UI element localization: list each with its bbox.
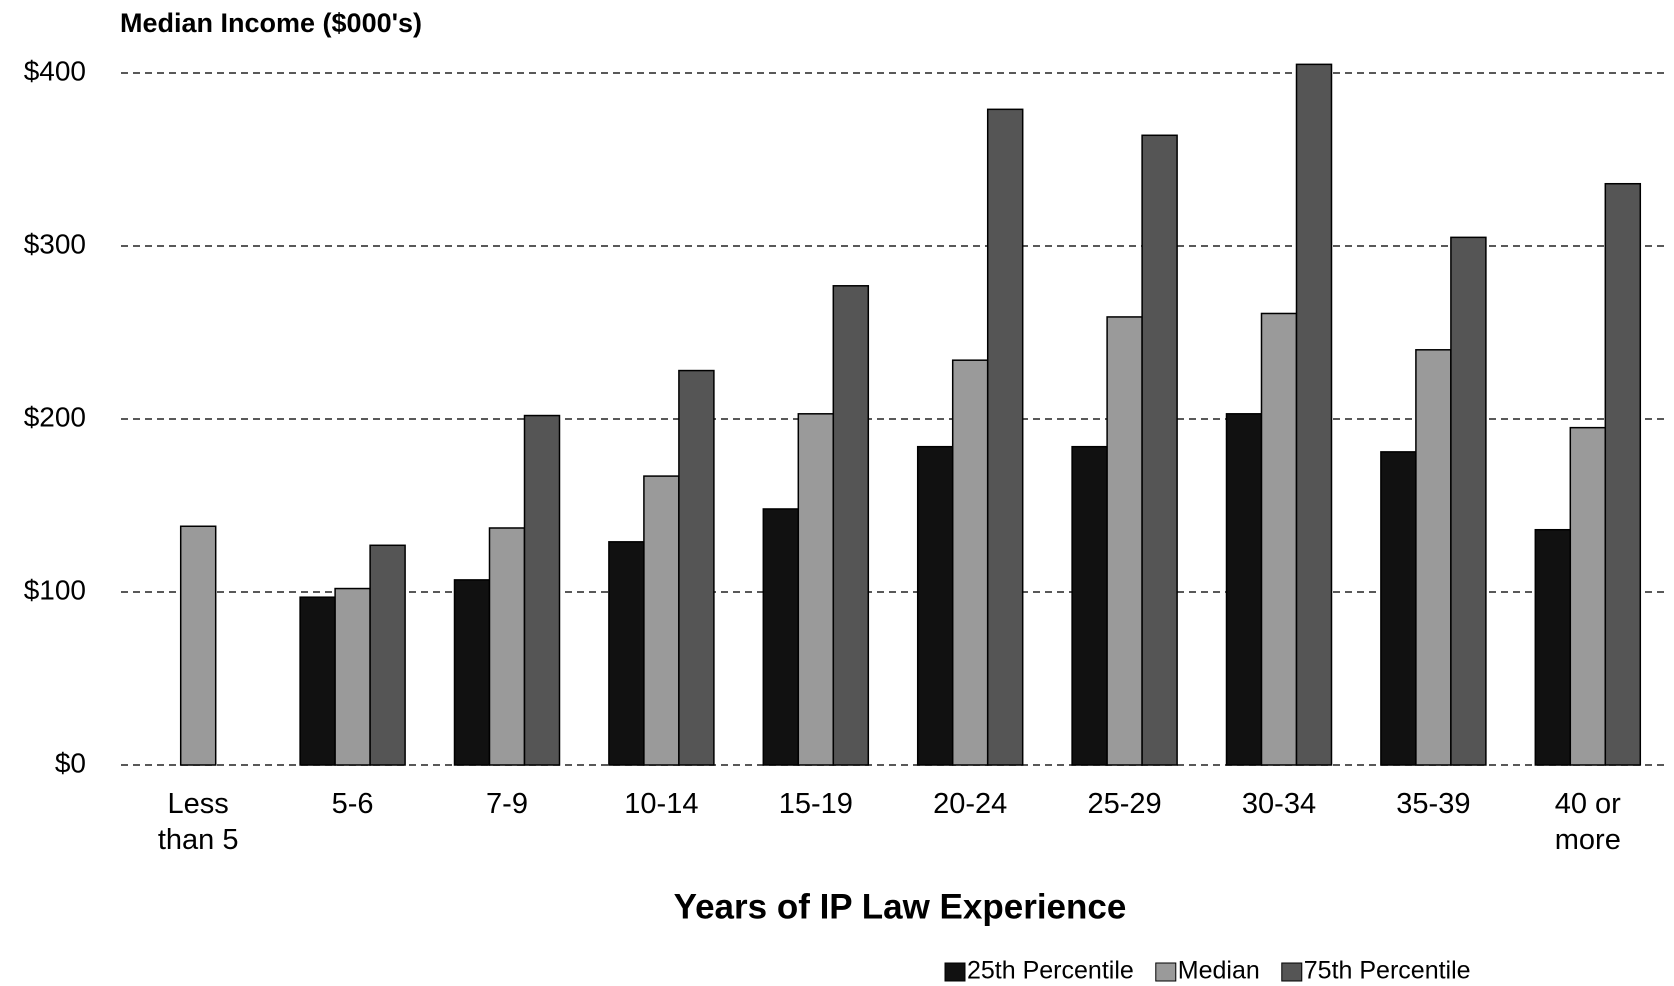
- bar: [453, 579, 491, 766]
- bar: [1380, 451, 1417, 766]
- legend-swatch: [1281, 962, 1303, 982]
- legend-label: Median: [1178, 957, 1260, 985]
- bar: [1141, 134, 1178, 766]
- x-tick-label: 40 or more: [1554, 788, 1621, 856]
- x-tick-label: Less than 5: [157, 788, 239, 856]
- x-tick-label: 10-14: [624, 788, 699, 820]
- bar: [643, 475, 680, 766]
- bar: [299, 596, 336, 766]
- legend-swatch: [1155, 962, 1177, 982]
- legend-label: 75th Percentile: [1304, 957, 1471, 985]
- bar: [916, 445, 954, 766]
- x-tick-label: 15-19: [778, 788, 853, 820]
- bar: [369, 544, 406, 766]
- bar: [678, 369, 715, 766]
- x-tick-label: 20-24: [933, 788, 1008, 820]
- bar: [832, 285, 870, 766]
- x-tick-label: 25-29: [1087, 788, 1162, 820]
- x-tick-label: 5-6: [331, 788, 374, 820]
- bar: [608, 541, 645, 766]
- x-tick-label: 7-9: [486, 788, 528, 820]
- bar: [334, 587, 371, 766]
- legend-label: 25th Percentile: [967, 957, 1134, 985]
- bar: [1295, 63, 1333, 766]
- bar: [1569, 426, 1607, 766]
- bar: [1225, 413, 1263, 766]
- bar: [797, 413, 835, 766]
- x-tick-label: 30-34: [1241, 788, 1317, 820]
- bar: [951, 359, 989, 766]
- legend-swatch: [944, 962, 966, 982]
- y-tick-label: $300: [24, 228, 86, 259]
- bar: [1604, 182, 1642, 766]
- bar: [1450, 236, 1487, 766]
- bar: [179, 525, 217, 766]
- y-tick-label: $100: [24, 574, 86, 605]
- bar: [986, 108, 1024, 766]
- bar: [488, 527, 526, 766]
- bar: [523, 414, 561, 766]
- x-axis-title: Years of IP Law Experience: [674, 887, 1127, 926]
- bar: [1260, 312, 1298, 766]
- x-tick-label: 35-39: [1396, 788, 1471, 820]
- y-tick-label: $0: [55, 747, 86, 778]
- y-tick-label: $400: [24, 55, 86, 86]
- bar: [1534, 528, 1572, 766]
- bar: [1071, 445, 1108, 766]
- bar: [1106, 316, 1143, 766]
- bar: [762, 508, 800, 766]
- chart-title: Median Income ($000's): [120, 8, 422, 38]
- y-tick-label: $200: [24, 401, 86, 432]
- bar: [1415, 349, 1452, 766]
